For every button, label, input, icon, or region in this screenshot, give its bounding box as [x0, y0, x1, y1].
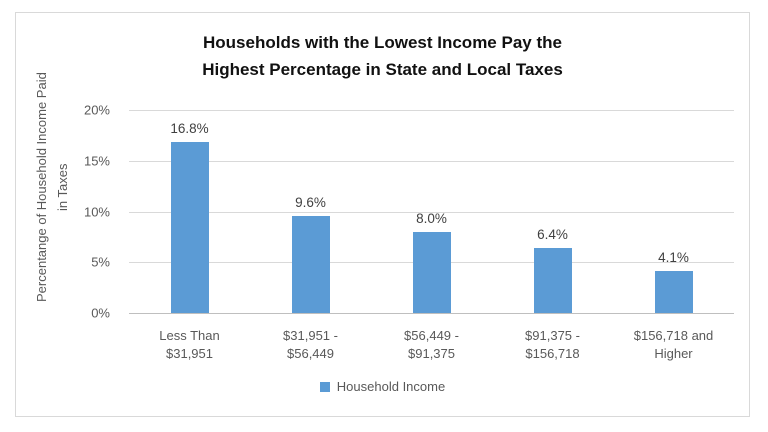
- category-column: 16.8%: [129, 110, 250, 313]
- category-column: 6.4%: [492, 110, 613, 313]
- data-label: 8.0%: [416, 210, 447, 226]
- chart-title: Households with the Lowest Income Pay th…: [16, 29, 749, 83]
- category-column: 4.1%: [613, 110, 734, 313]
- bars: 16.8% 9.6% 8.0% 6.4% 4.1%: [129, 110, 734, 313]
- plot-area: 16.8% 9.6% 8.0% 6.4% 4.1%: [129, 110, 734, 314]
- y-tick-label: 20%: [83, 102, 110, 118]
- chart-title-line-2: Highest Percentage in State and Local Ta…: [202, 60, 563, 79]
- bar-1: [170, 142, 209, 313]
- x-tick-label: $91,375 - $156,718: [525, 328, 580, 361]
- data-label: 16.8%: [170, 121, 209, 137]
- x-tick-label: $31,951 - $56,449: [283, 328, 338, 361]
- category-column: 8.0%: [371, 110, 492, 313]
- y-tick-label: 15%: [83, 153, 110, 169]
- legend-swatch: [319, 381, 330, 392]
- bar-2: [291, 215, 330, 313]
- data-label: 6.4%: [537, 227, 568, 243]
- data-label: 9.6%: [295, 194, 326, 210]
- legend: Household Income: [16, 379, 749, 394]
- data-label: 4.1%: [658, 250, 689, 266]
- y-tick-label: 0%: [91, 305, 110, 321]
- y-tick-label: 5%: [91, 254, 110, 270]
- gridline: [129, 160, 734, 162]
- bar-5: [654, 271, 693, 313]
- bar-3: [412, 231, 451, 313]
- bar-4: [533, 248, 572, 313]
- x-axis-labels: Less Than $31,951 $31,951 - $56,449 $56,44…: [129, 327, 734, 363]
- gridline: [129, 110, 734, 111]
- category-column: 9.6%: [250, 110, 371, 313]
- gridline: [129, 211, 734, 213]
- x-tick-label: $156,718 and Higher: [633, 328, 714, 361]
- y-tick-label: 10%: [83, 204, 110, 219]
- y-axis-ticks: 0% 5% 10% 15% 20%: [16, 103, 110, 321]
- chart-frame: Households with the Lowest Income Pay th…: [15, 12, 750, 417]
- x-tick-label: $56,449 - $91,375: [404, 328, 459, 361]
- legend-label: Household Income: [336, 379, 446, 394]
- chart-title-line-1: Households with the Lowest Income Pay th…: [203, 33, 562, 52]
- x-tick-label: Less Than $31,951: [159, 328, 220, 361]
